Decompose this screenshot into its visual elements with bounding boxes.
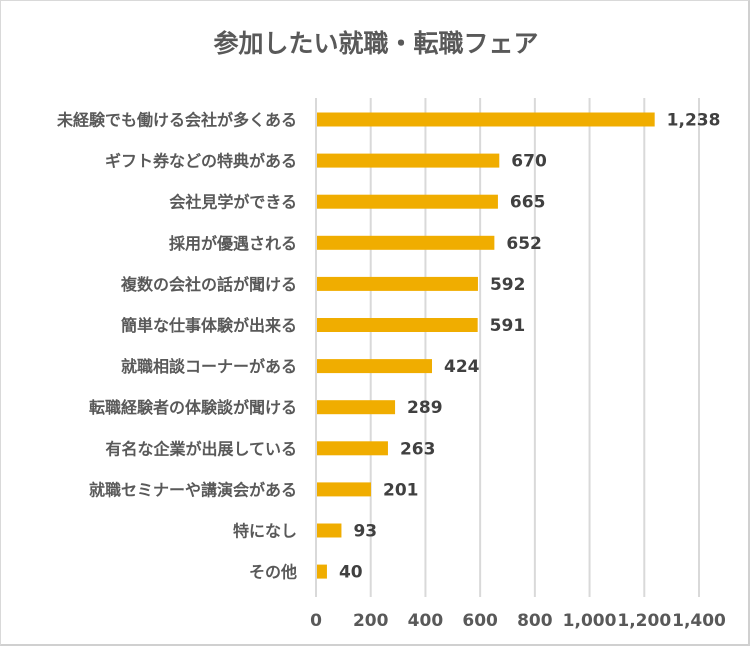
bar [317,441,388,456]
value-label: 652 [506,234,541,254]
value-label: 665 [510,193,546,213]
value-label: 201 [383,480,419,500]
gridlines [315,98,700,597]
x-tick-label: 1,400 [672,611,726,631]
bar [317,564,327,579]
bar [317,400,396,415]
value-label: 289 [407,398,443,418]
category-label: 未経験でも働ける会社が多くある [56,111,297,130]
bar [317,276,478,291]
x-tick-label: 400 [408,611,444,631]
category-label: 就職相談コーナーがある [121,357,297,376]
value-label: 263 [400,439,436,459]
category-label: 就職セミナーや講演会がある [89,480,297,499]
bar [317,359,432,374]
category-label: 特になし [233,522,297,541]
category-label: 簡単な仕事体験が出来る [120,316,297,335]
x-tick-label: 0 [310,611,322,631]
category-label: 有名な企業が出展している [105,439,297,458]
value-label: 40 [339,563,363,583]
bar [317,523,342,538]
value-label: 670 [511,152,547,172]
category-label: 転職経験者の体験談が聞ける [89,398,297,417]
category-label: 会社見学ができる [169,193,297,212]
value-label: 592 [490,275,526,295]
value-labels: 1,238 670 665 652 592 591 424 289 263 201 93 40 [339,111,721,583]
bars [317,112,655,579]
value-label: 591 [490,316,526,336]
x-tick-labels: 0 200 400 600 800 1,000 1,200 1,400 [310,611,726,631]
x-tick-label: 200 [353,611,389,631]
value-label: 424 [444,357,480,377]
x-tick-label: 600 [462,611,498,631]
bar [317,112,655,127]
x-tick-label: 1,000 [563,611,617,631]
bar [317,153,500,168]
bar [317,482,371,497]
category-label: 採用が優遇される [169,234,297,253]
bar [317,235,495,250]
value-label: 93 [353,522,377,542]
bar [317,318,478,332]
category-label: ギフト券などの特典がある [105,152,297,171]
category-label: その他 [249,563,297,582]
category-label: 複数の会社の話が聞ける [120,275,297,294]
value-label: 1,238 [667,111,721,131]
x-tick-label: 1,200 [617,611,671,631]
bar [317,194,498,209]
chart-title: 参加したい就職・転職フェア [213,29,539,58]
category-labels: 未経験でも働ける会社が多くあるギフト券などの特典がある会社見学ができる採用が優遇… [56,111,297,582]
x-tick-label: 800 [517,611,553,631]
